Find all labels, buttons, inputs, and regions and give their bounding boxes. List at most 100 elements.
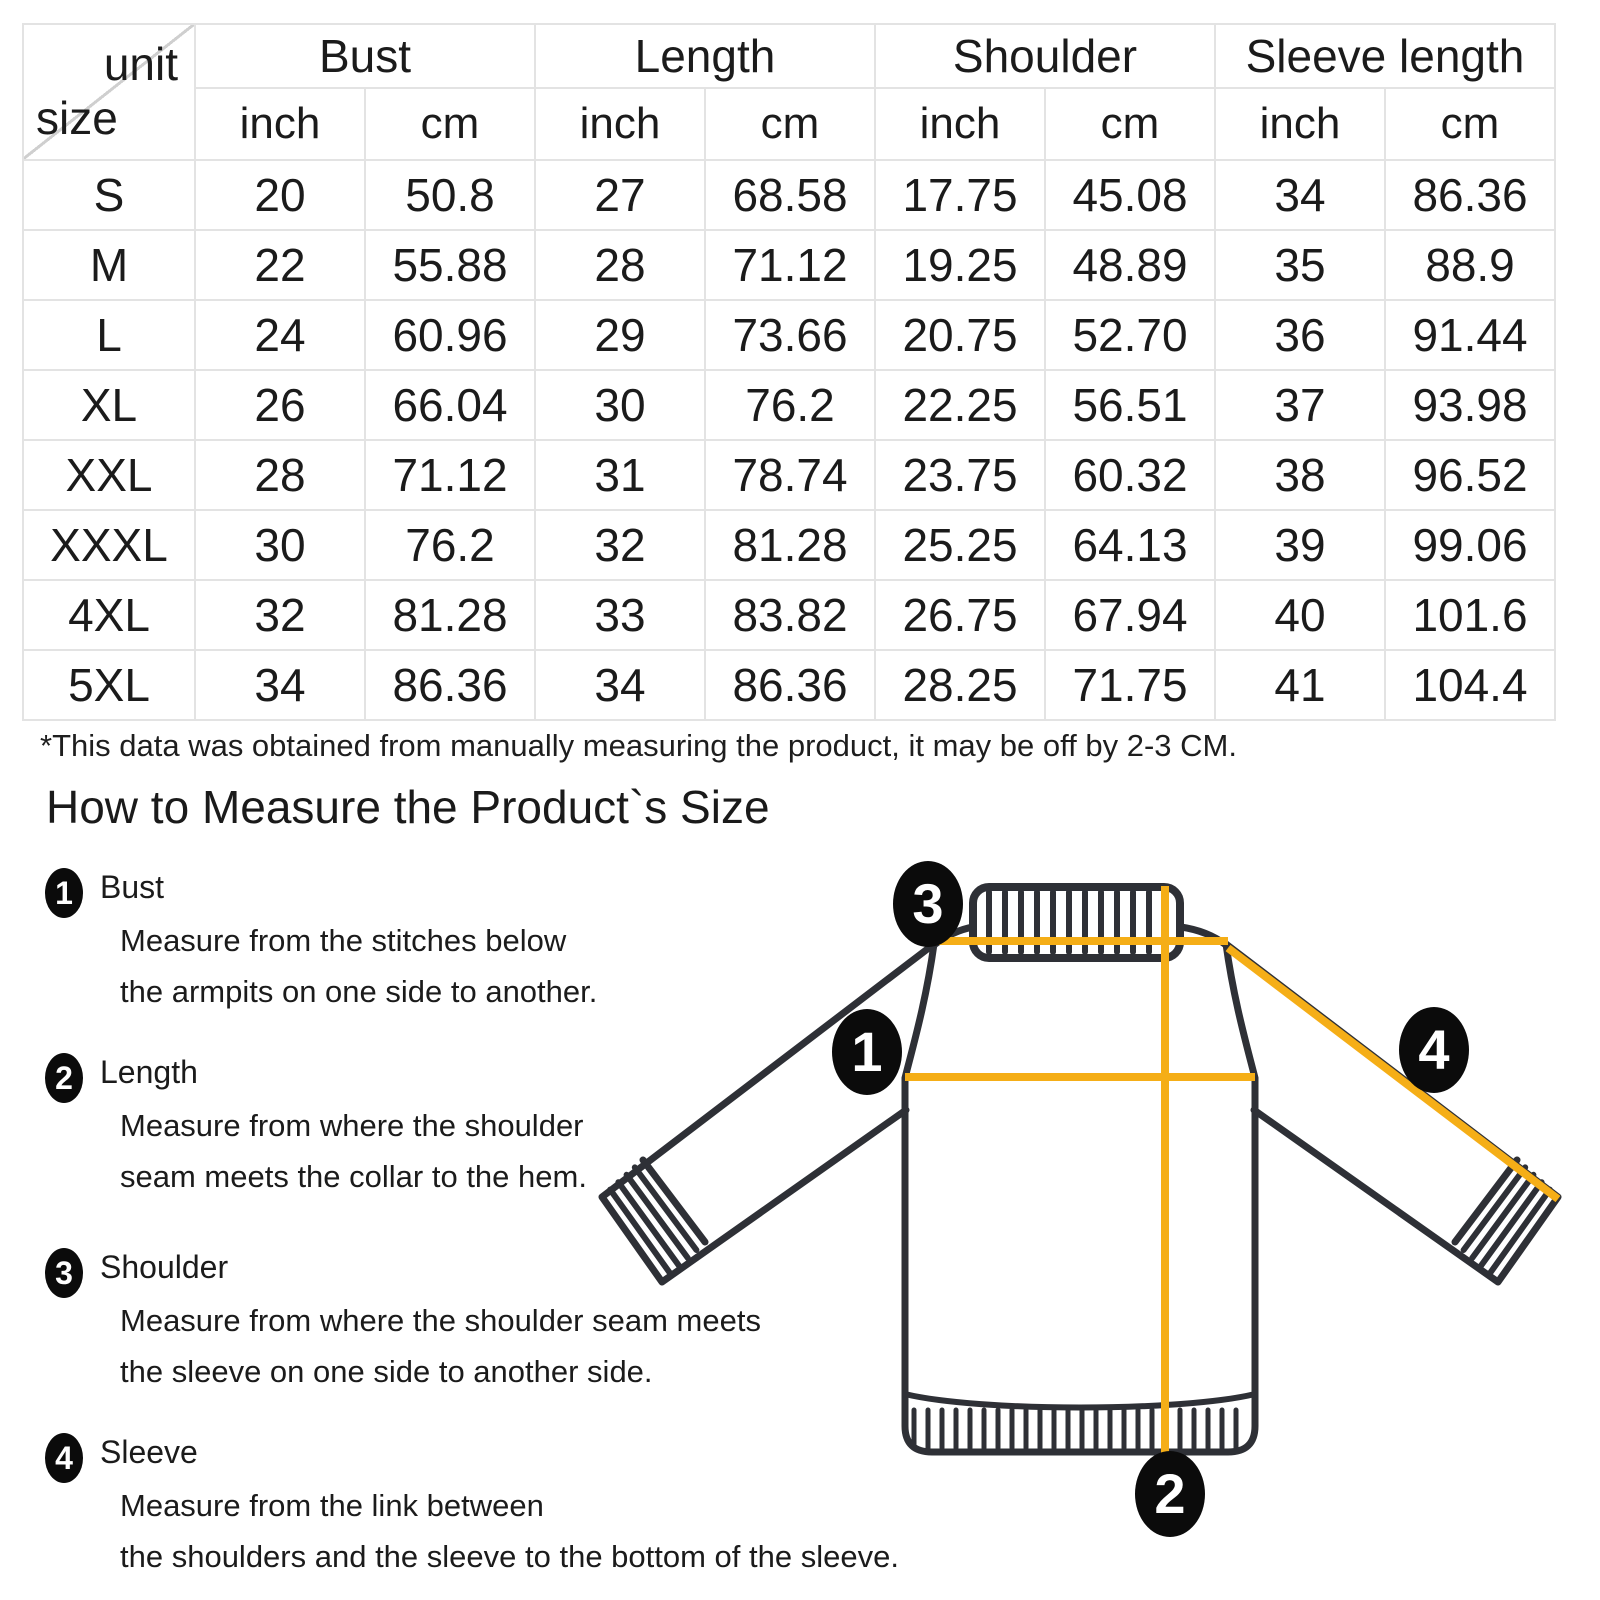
measurement-value-cell: 104.4 xyxy=(1384,649,1556,721)
unit-header: cm xyxy=(704,87,876,161)
measurement-value-cell: 83.82 xyxy=(704,579,876,651)
measurement-value-cell: 60.32 xyxy=(1044,439,1216,511)
badge-circle xyxy=(893,861,963,947)
measurement-value-cell: 48.89 xyxy=(1044,229,1216,301)
measurement-disclaimer-note: *This data was obtained from manually me… xyxy=(40,728,1237,763)
measurement-value-cell: 26 xyxy=(194,369,366,441)
measurement-value-cell: 22 xyxy=(194,229,366,301)
rib-line xyxy=(607,1186,674,1277)
how-to-item-length: 2 Length Measure from where the shoulder se… xyxy=(45,1053,965,1210)
measurement-value-cell: 86.36 xyxy=(704,649,876,721)
item-header: 2 Length xyxy=(45,1053,965,1103)
measurement-value-cell: 52.70 xyxy=(1044,299,1216,371)
measurement-value-cell: 30 xyxy=(194,509,366,581)
badge-circle xyxy=(1135,1451,1205,1537)
item-number-badge: 2 xyxy=(45,1053,83,1103)
size-table-row: L 24 60.96 29 73.66 20.75 52.70 36 91.44 xyxy=(22,299,1556,371)
item-description: Measure from the stitches below the armpi… xyxy=(120,923,965,1009)
item-description-line: Measure from the stitches below xyxy=(120,923,567,958)
measurement-value-cell: 24 xyxy=(194,299,366,371)
measurement-value-cell: 88.9 xyxy=(1384,229,1556,301)
diagram-badge-bust: 1 xyxy=(832,1009,902,1095)
badge-number: 1 xyxy=(851,1020,882,1083)
measurement-value-cell: 96.52 xyxy=(1384,439,1556,511)
measurement-value-cell: 81.28 xyxy=(364,579,536,651)
measurement-value-cell: 50.8 xyxy=(364,159,536,231)
measurement-value-cell: 64.13 xyxy=(1044,509,1216,581)
size-label-cell: 4XL xyxy=(22,579,196,651)
hem-ribbing xyxy=(911,1407,1239,1451)
badge-circle xyxy=(1399,1007,1469,1093)
measurement-value-cell: 28 xyxy=(534,229,706,301)
item-title: Bust xyxy=(100,869,165,905)
item-description-line: Measure from where the shoulder xyxy=(120,1108,584,1143)
badge-circle xyxy=(832,1009,902,1095)
measurement-value-cell: 45.08 xyxy=(1044,159,1216,231)
rib-line xyxy=(1477,1179,1545,1269)
measurement-value-cell: 34 xyxy=(1214,159,1386,231)
size-table-row: 4XL 32 81.28 33 83.82 26.75 67.94 40 101.6 xyxy=(22,579,1556,651)
item-title: Length xyxy=(100,1054,198,1090)
diagram-badge-length: 2 xyxy=(1135,1451,1205,1537)
rib-line xyxy=(615,1179,683,1269)
rib-line xyxy=(1460,1164,1529,1253)
left-cuff-ribbing xyxy=(607,1164,700,1277)
size-table-row: 5XL 34 86.36 34 86.36 28.25 71.75 41 104.4 xyxy=(22,649,1556,721)
measurement-value-cell: 22.25 xyxy=(874,369,1046,441)
unit-size-corner-cell: unit size xyxy=(22,23,196,161)
item-number-badge: 3 xyxy=(45,1248,83,1298)
measurement-value-cell: 23.75 xyxy=(874,439,1046,511)
measurement-value-cell: 78.74 xyxy=(704,439,876,511)
item-number-badge: 4 xyxy=(45,1433,83,1483)
measurement-value-cell: 93.98 xyxy=(1384,369,1556,441)
measurement-value-cell: 26.75 xyxy=(874,579,1046,651)
measurement-value-cell: 20 xyxy=(194,159,366,231)
measurement-value-cell: 40 xyxy=(1214,579,1386,651)
corner-unit-label: unit xyxy=(103,38,178,90)
item-header: 3 Shoulder xyxy=(45,1248,965,1298)
collar-outline xyxy=(969,883,1184,962)
measurement-value-cell: 20.75 xyxy=(874,299,1046,371)
measurement-value-cell: 17.75 xyxy=(874,159,1046,231)
item-header: 4 Sleeve xyxy=(45,1433,965,1483)
corner-size-label: size xyxy=(36,92,118,144)
measurement-value-cell: 81.28 xyxy=(704,509,876,581)
measurement-value-cell: 38 xyxy=(1214,439,1386,511)
measurement-value-cell: 30 xyxy=(534,369,706,441)
badge-number: 2 xyxy=(1154,1462,1185,1525)
badge-number: 3 xyxy=(912,872,943,935)
item-title: Sleeve xyxy=(100,1434,198,1470)
unit-header: inch xyxy=(1214,87,1386,161)
how-to-item-shoulder: 3 Shoulder Measure from where the shoulder… xyxy=(45,1248,965,1405)
unit-header: inch xyxy=(534,87,706,161)
measurement-value-cell: 68.58 xyxy=(704,159,876,231)
item-description: Measure from where the shoulder seam meet… xyxy=(120,1108,965,1194)
size-table-row: S 20 50.8 27 68.58 17.75 45.08 34 86.36 xyxy=(22,159,1556,231)
left-sleeve-outline xyxy=(598,940,938,1286)
measurement-value-cell: 71.12 xyxy=(364,439,536,511)
measurement-value-cell: 55.88 xyxy=(364,229,536,301)
measurement-value-cell: 35 xyxy=(1214,229,1386,301)
item-description-line: the sleeve on one side to another side. xyxy=(120,1354,653,1389)
measurement-value-cell: 33 xyxy=(534,579,706,651)
measurement-value-cell: 67.94 xyxy=(1044,579,1216,651)
measurement-value-cell: 86.36 xyxy=(364,649,536,721)
unit-header: cm xyxy=(1384,87,1556,161)
measurement-value-cell: 32 xyxy=(194,579,366,651)
how-to-item-sleeve: 4 Sleeve Measure from the link between the … xyxy=(45,1433,965,1590)
rib-line xyxy=(623,1171,691,1261)
measurement-value-cell: 41 xyxy=(1214,649,1386,721)
size-label-cell: XXXL xyxy=(22,509,196,581)
right-cuff-ribbing xyxy=(1460,1164,1553,1277)
column-group-bust: Bust xyxy=(194,23,536,89)
size-label-cell: XL xyxy=(22,369,196,441)
table-unit-header-row: inch cm inch cm inch cm inch cm xyxy=(23,87,1556,161)
item-description-line: the shoulders and the sleeve to the bott… xyxy=(120,1539,899,1574)
item-title: Shoulder xyxy=(100,1249,229,1285)
measurement-value-cell: 76.2 xyxy=(364,509,536,581)
item-description: Measure from the link between the shoulde… xyxy=(120,1488,965,1574)
measurement-value-cell: 73.66 xyxy=(704,299,876,371)
measurement-value-cell: 39 xyxy=(1214,509,1386,581)
measurement-value-cell: 19.25 xyxy=(874,229,1046,301)
item-description: Measure from where the shoulder seam mee… xyxy=(120,1303,965,1389)
